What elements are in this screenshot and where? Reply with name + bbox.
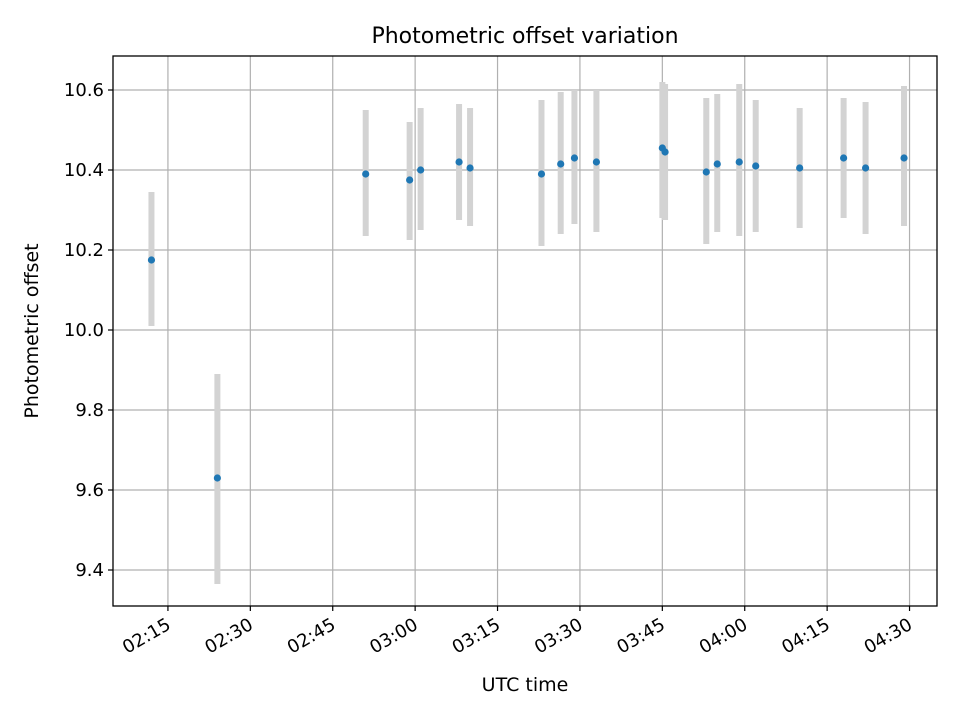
axes-frame: [112, 55, 938, 607]
data-point: [592, 158, 601, 166]
data-point: [861, 164, 870, 172]
data-point: [213, 474, 221, 482]
y-axis-label: Photometric offset: [21, 243, 43, 418]
y-tick-label: 10.0: [64, 320, 104, 341]
data-point: [796, 164, 804, 172]
data-point: [537, 170, 546, 178]
chart-title: Photometric offset variation: [371, 24, 678, 49]
data-point: [362, 170, 370, 178]
y-tick-label: 10.2: [64, 240, 104, 261]
data-point: [466, 164, 474, 172]
y-tick-label: 9.8: [75, 400, 104, 421]
data-point: [557, 160, 565, 168]
data-point: [735, 158, 743, 166]
data-point: [406, 176, 414, 184]
data-point: [840, 154, 848, 162]
data-point: [900, 154, 908, 162]
y-tick-label: 10.6: [64, 80, 104, 101]
data-point: [661, 148, 669, 156]
data-point: [570, 154, 579, 162]
data-point: [752, 162, 760, 170]
data-point: [702, 168, 710, 176]
y-tick-label: 9.4: [75, 560, 104, 581]
data-point: [147, 256, 156, 264]
x-axis-label: UTC time: [482, 674, 569, 696]
data-point: [713, 160, 721, 168]
data-point: [417, 166, 425, 174]
data-point: [455, 158, 463, 166]
y-tick-label: 10.4: [64, 160, 104, 181]
y-tick-label: 9.6: [75, 480, 104, 501]
